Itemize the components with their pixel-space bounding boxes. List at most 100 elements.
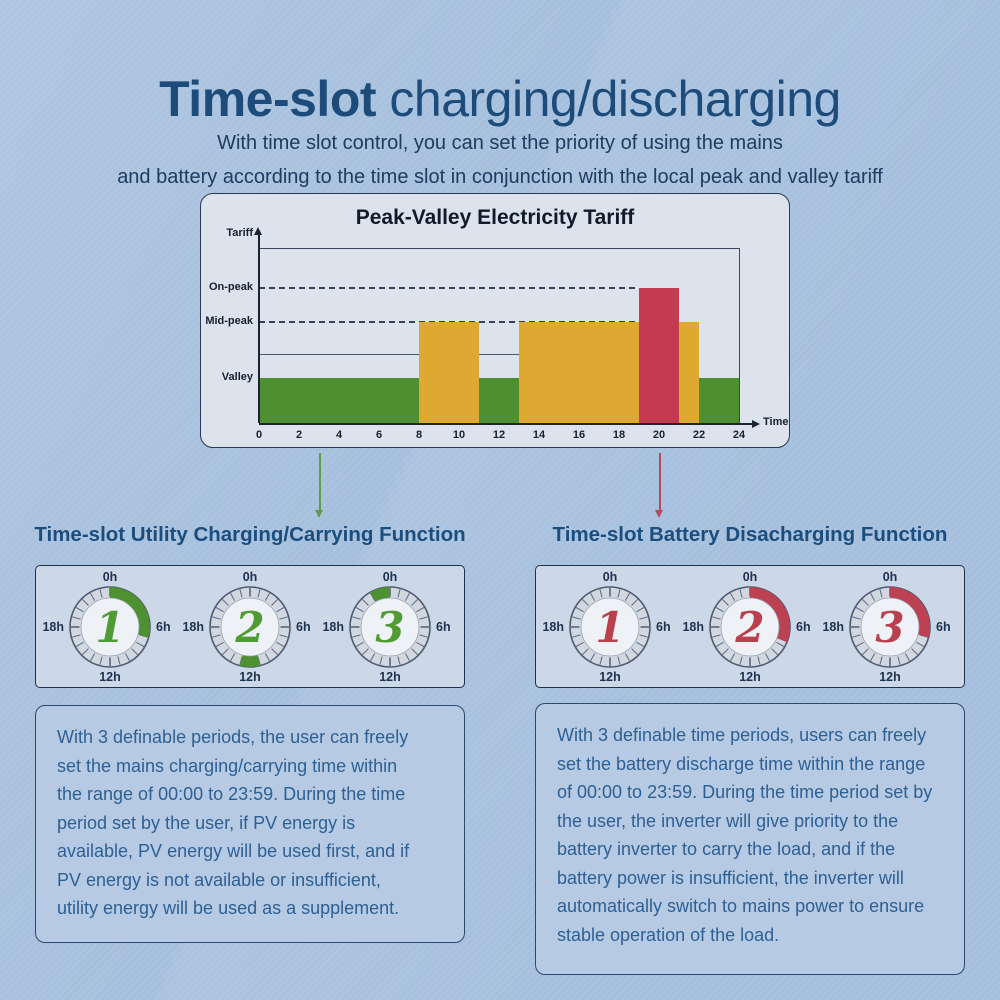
x-tick-label: 16 <box>572 429 586 441</box>
clock-tick <box>757 656 761 665</box>
clock-label-0h: 0h <box>883 570 898 584</box>
clock-tick <box>739 656 743 665</box>
clock-period-number: 2 <box>734 603 764 652</box>
clock-tick <box>862 599 869 606</box>
clock-tick <box>855 607 864 613</box>
clock-label-6h: 6h <box>656 620 671 634</box>
clock-tick <box>771 648 778 655</box>
x-axis-title: Time <box>763 416 789 428</box>
tariff-bar-mid-peak <box>519 322 639 423</box>
description-line: battery power is insufficient, the inver… <box>557 867 904 888</box>
left-section-heading: Time-slot Utility Charging/Carrying Func… <box>34 523 466 546</box>
clock-tick <box>739 589 743 598</box>
clock-tick <box>397 589 401 598</box>
page-title-bold: Time-slot <box>159 70 377 127</box>
clock-tick <box>212 616 221 620</box>
page-title-rest: charging/discharging <box>376 70 841 127</box>
clock-tick <box>82 648 89 655</box>
clock-tick <box>257 589 261 598</box>
y-axis-line <box>258 234 260 423</box>
clock-tick <box>636 641 645 647</box>
clock-dial-2: 2 0h 12h 18h 6h <box>182 570 310 684</box>
x-tick-label: 10 <box>452 429 466 441</box>
clock-tick <box>355 607 364 613</box>
clock-tick <box>617 589 621 598</box>
clock-tick <box>911 648 918 655</box>
clock-period-arc <box>889 587 930 638</box>
clock-tick <box>852 616 861 620</box>
clock-tick <box>370 653 376 662</box>
clock-tick <box>715 607 724 613</box>
clock-tick <box>404 592 410 601</box>
clock-label-12h: 12h <box>239 670 261 684</box>
description-line: automatically switch to mains power to e… <box>557 896 925 916</box>
clock-tick <box>136 641 145 647</box>
y-axis-arrowhead <box>254 227 262 235</box>
description-line: stable operation of the load. <box>557 924 780 945</box>
description-line: the user, the inverter will give priorit… <box>557 810 899 831</box>
clock-tick <box>712 634 721 638</box>
clock-tick <box>264 592 270 601</box>
valley-flow-arrow-line <box>319 453 321 510</box>
gridline-solid-minor <box>259 354 519 355</box>
clock-tick <box>271 599 278 606</box>
x-tick-label: 8 <box>415 429 423 441</box>
clock-tick <box>870 653 876 662</box>
clock-tick <box>257 656 261 665</box>
clock-tick <box>897 656 901 665</box>
description-line: of 00:00 to 23:59. During the time perio… <box>557 782 933 802</box>
description-line: period set by the user, if PV energy is <box>57 812 356 833</box>
battery-discharging-description: With 3 definable time periods, users can… <box>535 703 965 975</box>
clock-tick <box>124 653 130 662</box>
clock-tick <box>362 599 369 606</box>
clock-period-number: 3 <box>875 603 904 652</box>
clock-tick <box>624 592 630 601</box>
clock-tick <box>617 656 621 665</box>
clock-label-12h: 12h <box>379 670 401 684</box>
clock-face <box>720 597 780 657</box>
clock-tick <box>90 653 96 662</box>
clock-tick <box>379 656 383 665</box>
clock-label-12h: 12h <box>739 670 761 684</box>
clock-tick <box>575 641 584 647</box>
clock-tick <box>631 599 638 606</box>
clock-face <box>220 597 280 657</box>
clock-period-arc <box>369 586 391 603</box>
description-line: battery inverter to carry the load, and … <box>557 839 896 859</box>
clock-label-6h: 6h <box>796 620 811 634</box>
clock-tick <box>131 648 138 655</box>
clock-period-number: 1 <box>95 603 124 652</box>
x-axis-line <box>259 423 753 425</box>
clock-tick <box>582 648 589 655</box>
x-tick-label: 12 <box>492 429 506 441</box>
x-tick-label: 22 <box>692 429 706 441</box>
clock-label-0h: 0h <box>603 570 618 584</box>
clock-label-6h: 6h <box>436 620 451 634</box>
y-level-label-on-peak: On-peak <box>208 281 253 293</box>
clock-tick <box>215 607 224 613</box>
x-tick-label: 24 <box>732 429 746 441</box>
description-line: utility energy will be used as a supplem… <box>57 898 400 918</box>
page-title: Time-slot charging/discharging <box>0 70 1000 128</box>
x-axis-arrowhead <box>752 419 760 428</box>
tariff-bar-mid-peak <box>419 322 479 423</box>
clock-label-18h: 18h <box>682 620 704 634</box>
clock-label-12h: 12h <box>879 670 901 684</box>
clock-tick <box>416 641 425 647</box>
clock-tick <box>352 634 361 638</box>
clock-tick <box>352 616 361 620</box>
clock-tick <box>276 607 285 613</box>
clock-tick <box>404 653 410 662</box>
clock-tick <box>215 641 224 647</box>
description-line: PV energy is not available or insufficie… <box>57 869 381 890</box>
clock-period-number: 1 <box>595 603 624 652</box>
clock-tick <box>239 656 243 665</box>
clock-tick <box>279 616 288 620</box>
clock-tick <box>72 634 81 638</box>
clock-label-6h: 6h <box>156 620 171 634</box>
clock-dial-2: 2 0h 12h 18h 6h <box>682 570 811 684</box>
clock-tick <box>264 653 270 662</box>
clock-tick <box>599 656 603 665</box>
clock-tick <box>99 656 103 665</box>
clock-tick <box>712 616 721 620</box>
